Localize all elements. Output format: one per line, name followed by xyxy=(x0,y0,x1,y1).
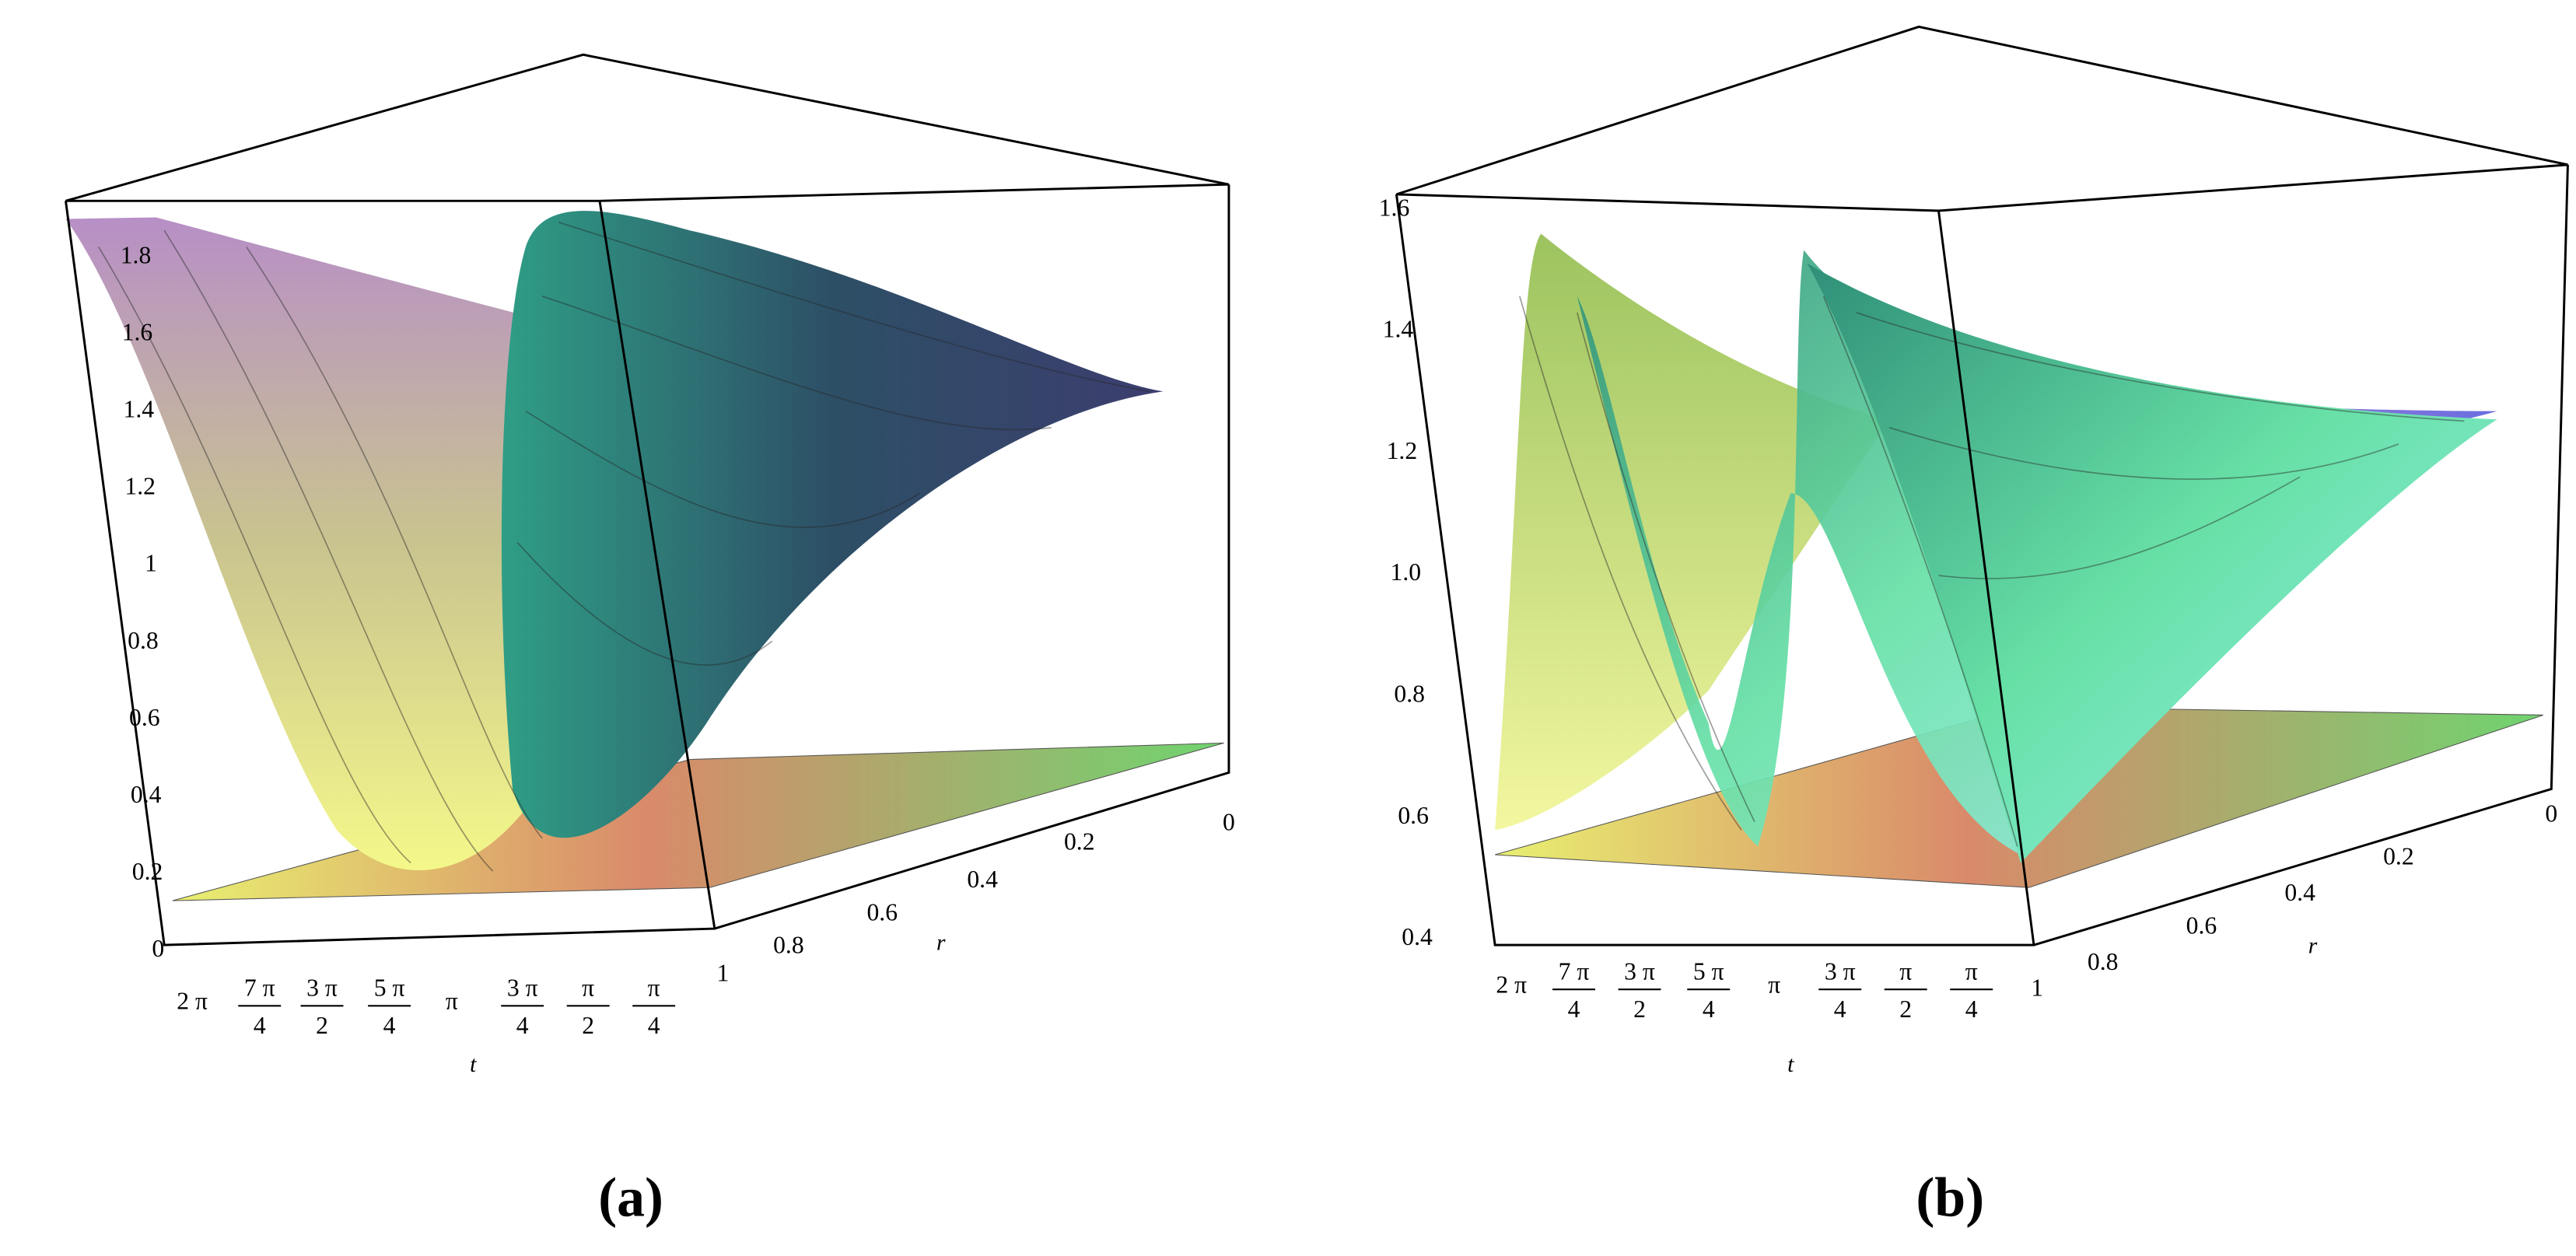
z-tick-label: 0.4 xyxy=(131,781,162,808)
t-tick-numerator: 7 π xyxy=(244,974,275,1002)
r-axis-label: r xyxy=(2308,934,2318,959)
t-axis-label: t xyxy=(470,1052,477,1077)
t-tick-numerator: 5 π xyxy=(374,974,405,1002)
t-tick-denominator: 4 xyxy=(1568,995,1580,1023)
panel-b-plot xyxy=(1395,25,2569,946)
caption: (a) xyxy=(598,1167,663,1229)
r-tick-label: 0.4 xyxy=(2284,879,2315,906)
panel-a-plot xyxy=(65,53,1230,946)
r-tick-label: 0.8 xyxy=(2088,948,2119,975)
z-tick-label: 1.4 xyxy=(123,396,154,423)
r-tick-label: 0.6 xyxy=(2186,911,2217,939)
mesh-lines xyxy=(98,221,1150,872)
t-tick-denominator: 2 xyxy=(1633,995,1646,1023)
t-tick-numerator: π xyxy=(648,974,660,1002)
t-tick-numerator: π xyxy=(582,974,594,1002)
t-tick-numerator: 3 π xyxy=(1624,958,1655,985)
bounding-box xyxy=(1395,25,2569,946)
z-tick-label: 0.8 xyxy=(128,627,159,654)
z-tick-label: 1.0 xyxy=(1390,558,1421,586)
t-tick-numerator: 3 π xyxy=(306,974,338,1002)
r-tick-label: 0.2 xyxy=(1064,828,1095,855)
t-tick-denominator: 4 xyxy=(1965,995,1978,1023)
t-tick-numerator: π xyxy=(1899,958,1912,985)
z-tick-label: 0.4 xyxy=(1402,923,1433,950)
surface xyxy=(501,211,1164,838)
t-tick-denominator: 4 xyxy=(1703,995,1715,1023)
t-tick-numerator: π xyxy=(1965,958,1978,985)
t-tick-denominator: 2 xyxy=(316,1012,328,1039)
z-tick-label: 0 xyxy=(152,935,164,962)
surface xyxy=(1807,263,2497,863)
r-tick-label: 0.6 xyxy=(866,898,898,925)
t-tick-denominator: 4 xyxy=(1834,995,1846,1023)
r-axis-label: r xyxy=(936,931,946,956)
t-tick-label: π xyxy=(446,988,458,1015)
z-tick-label: 1.2 xyxy=(1387,437,1418,464)
t-axis-label: t xyxy=(1787,1052,1794,1077)
z-tick-label: 1.6 xyxy=(1379,194,1410,221)
t-tick-denominator: 2 xyxy=(1899,995,1912,1023)
r-tick-label: 0.8 xyxy=(773,932,804,959)
r-tick-label: 0.2 xyxy=(2383,843,2414,870)
r-tick-label: 1 xyxy=(716,960,729,987)
z-tick-label: 0.6 xyxy=(1398,802,1429,829)
z-tick-label: 1.4 xyxy=(1383,316,1414,343)
r-tick-label: 0 xyxy=(2545,800,2557,827)
t-tick-label: 2 π xyxy=(177,988,208,1015)
r-tick-label: 0 xyxy=(1223,808,1235,835)
surface xyxy=(1495,233,1890,831)
z-tick-label: 0.6 xyxy=(129,704,160,731)
r-tick-label: 0.4 xyxy=(967,866,998,893)
z-tick-label: 1 xyxy=(145,550,157,577)
t-tick-label: 2 π xyxy=(1496,971,1527,998)
caption: (b) xyxy=(1916,1167,1984,1229)
t-tick-numerator: 5 π xyxy=(1693,958,1724,985)
t-tick-denominator: 4 xyxy=(383,1012,396,1039)
z-tick-label: 1.6 xyxy=(122,319,153,346)
z-tick-label: 0.8 xyxy=(1394,680,1425,708)
t-tick-numerator: 7 π xyxy=(1559,958,1590,985)
r-tick-label: 1 xyxy=(2031,974,2043,1002)
z-tick-label: 1.2 xyxy=(124,473,156,500)
z-tick-label: 0.2 xyxy=(132,858,163,885)
t-tick-denominator: 4 xyxy=(648,1012,660,1039)
t-tick-numerator: 3 π xyxy=(507,974,538,1002)
t-tick-numerator: 3 π xyxy=(1825,958,1856,985)
t-tick-label: π xyxy=(1768,971,1780,998)
t-tick-denominator: 4 xyxy=(254,1012,266,1039)
mesh-lines xyxy=(1519,296,2465,847)
t-tick-denominator: 2 xyxy=(582,1012,594,1039)
bounding-box xyxy=(65,53,1230,946)
z-tick-label: 1.8 xyxy=(121,242,152,269)
t-tick-denominator: 4 xyxy=(516,1012,529,1039)
